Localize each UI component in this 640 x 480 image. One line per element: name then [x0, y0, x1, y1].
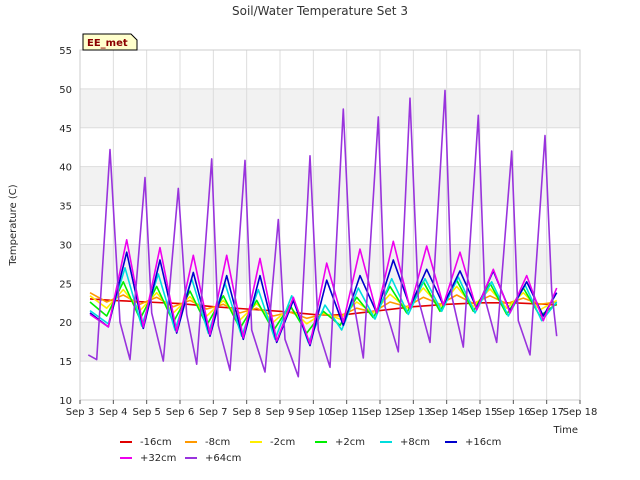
- series-lines: [87, 89, 558, 378]
- plot-frame: [79, 49, 581, 401]
- plot-band: [80, 127, 580, 167]
- y-axis-title: Temperature (C): [8, 184, 19, 266]
- y-tick-label: 45: [59, 124, 72, 135]
- x-tick-label: Sep 11: [329, 407, 364, 418]
- series-line: [87, 89, 558, 378]
- legend-label: +32cm: [140, 453, 176, 464]
- series-line: [89, 239, 558, 345]
- legend: -16cm -8cm -2cm +2cm +8cm +16cm +32cm +64cm: [120, 437, 501, 464]
- plot-band: [80, 205, 580, 245]
- series-line: [89, 266, 558, 344]
- y-tick-label: 15: [59, 357, 72, 368]
- plot-band: [80, 88, 580, 128]
- x-tick-label: Sep 9: [266, 407, 294, 418]
- x-tick-label: Sep 12: [363, 407, 398, 418]
- y-tick-label: 55: [59, 46, 72, 57]
- y-tick-label: 20: [59, 318, 72, 329]
- x-tick-label: Sep 13: [396, 407, 431, 418]
- x-tick-label: Sep 8: [232, 407, 260, 418]
- x-tick-label: Sep 15: [463, 407, 498, 418]
- x-tick-label: Sep 7: [199, 407, 227, 418]
- legend-label: +64cm: [205, 453, 241, 464]
- y-tick-label: 30: [59, 240, 72, 251]
- legend-label: -8cm: [205, 437, 230, 448]
- x-tick-label: Sep 3: [66, 407, 94, 418]
- x-tick-label: Sep 16: [496, 407, 531, 418]
- y-tick-label: 25: [59, 279, 72, 290]
- badge-box: [82, 33, 138, 51]
- y-axis-ticks: 10 15 20 25 30 35 40 45 50 55: [59, 46, 72, 407]
- x-tick-label: Sep 18: [563, 407, 598, 418]
- legend-label: -16cm: [140, 437, 172, 448]
- badge-label: EE_met: [87, 38, 128, 49]
- x-tick-label: Sep 14: [429, 407, 464, 418]
- y-tick-label: 40: [59, 163, 72, 174]
- legend-label: +16cm: [465, 437, 501, 448]
- x-axis-ticks: Sep 3 Sep 4 Sep 5 Sep 6 Sep 7 Sep 8 Sep 9 Sep 1…: [66, 400, 598, 418]
- x-tick-label: Sep 5: [132, 407, 160, 418]
- x-tick-label: Sep 4: [99, 407, 127, 418]
- chart-title: Soil/Water Temperature Set 3: [232, 4, 408, 18]
- y-tick-label: 50: [59, 85, 72, 96]
- x-tick-label: Sep 17: [529, 407, 564, 418]
- x-tick-label: Sep 10: [296, 407, 331, 418]
- x-tick-label: Sep 6: [166, 407, 194, 418]
- legend-label: +2cm: [335, 437, 365, 448]
- legend-label: -2cm: [270, 437, 295, 448]
- legend-label: +8cm: [400, 437, 430, 448]
- plot-band: [80, 50, 580, 89]
- plot-bands: [80, 50, 580, 400]
- x-axis-title: Time: [553, 425, 578, 436]
- plot-band: [80, 166, 580, 206]
- y-tick-label: 10: [59, 396, 72, 407]
- y-tick-label: 35: [59, 202, 72, 213]
- ee-met-badge: EE_met: [82, 33, 138, 51]
